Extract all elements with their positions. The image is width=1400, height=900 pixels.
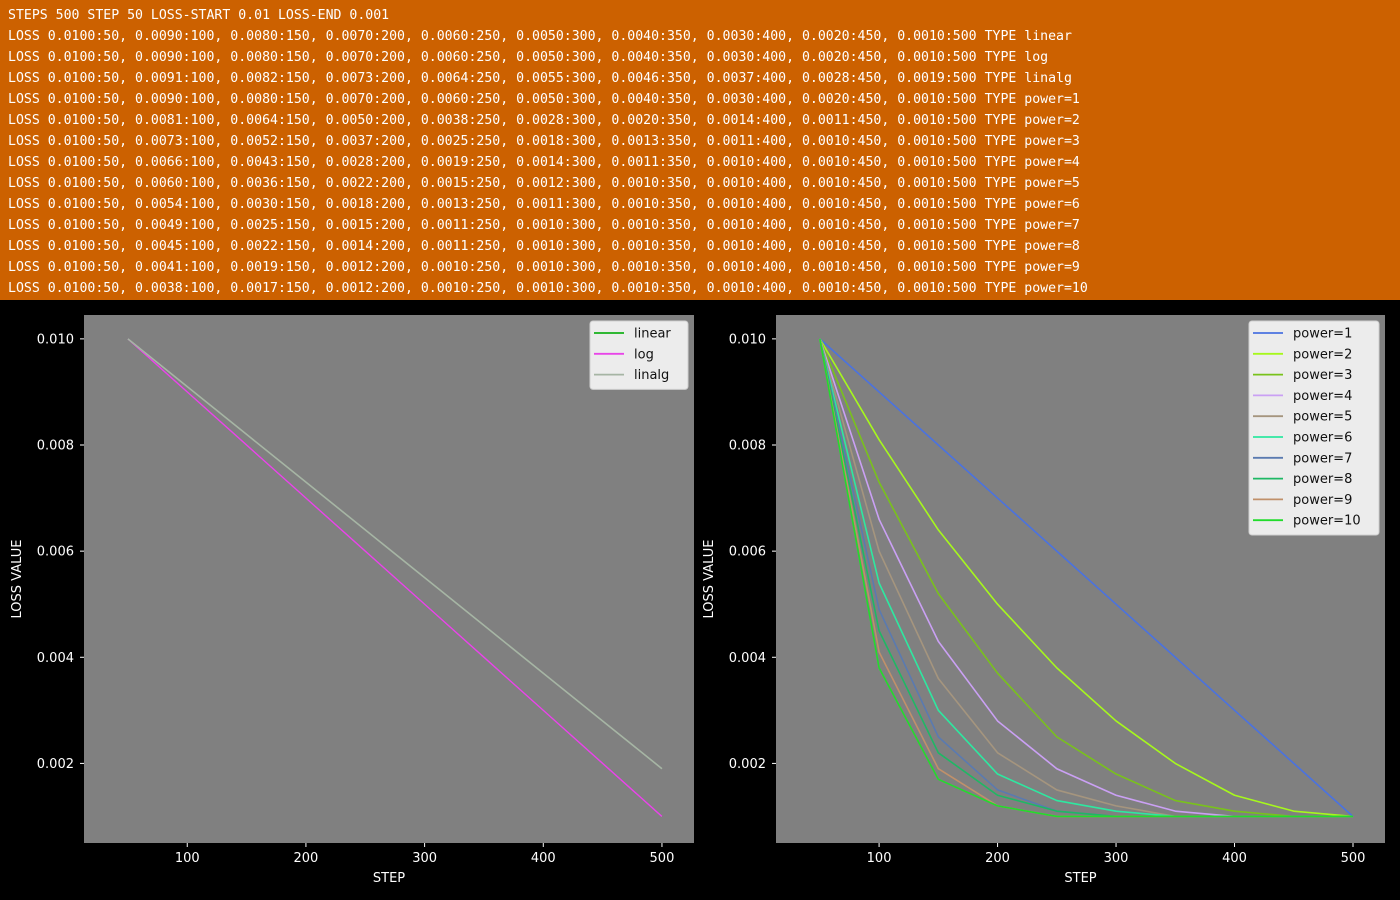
- header-line: LOSS 0.0100:50, 0.0054:100, 0.0030:150, …: [8, 197, 1080, 212]
- series-line-linalg: [127, 338, 663, 770]
- legend: power=1 power=2 power=3 power=4 power=5 power…: [1248, 320, 1380, 536]
- legend-entry: power=2: [1293, 347, 1352, 362]
- legend-box: [589, 320, 689, 390]
- log-header: STEPS 500 STEP 50 LOSS-START 0.01 LOSS-E…: [0, 0, 1400, 300]
- legend-entry: linalg: [634, 368, 669, 383]
- chart-1: 100 200 300 400 500 0.002 0.004 0.006 0.008 0.010…: [10, 315, 694, 886]
- y-tick-label: 0.004: [729, 651, 766, 666]
- y-axis-label: LOSS VALUE: [702, 540, 717, 619]
- y-tick-label: 0.008: [729, 439, 766, 454]
- legend-entry: power=3: [1293, 368, 1352, 383]
- y-tick-label: 0.010: [37, 332, 74, 347]
- legend-entry: power=8: [1293, 472, 1352, 487]
- header-line: STEPS 500 STEP 50 LOSS-START 0.01 LOSS-E…: [8, 8, 390, 23]
- header-line: LOSS 0.0100:50, 0.0066:100, 0.0043:150, …: [8, 155, 1080, 170]
- x-tick-label: 100: [175, 851, 200, 866]
- y-axis-label: LOSS VALUE: [10, 540, 25, 619]
- y-tick-label: 0.002: [37, 757, 74, 772]
- legend-entry: power=6: [1293, 431, 1352, 446]
- x-tick-label: 300: [412, 851, 437, 866]
- x-tick-label: 400: [531, 851, 556, 866]
- y-tick-label: 0.006: [729, 545, 766, 560]
- series-line-power=1: [819, 338, 1354, 818]
- y-tick-label: 0.008: [37, 439, 74, 454]
- legend: linear log linalg: [589, 320, 689, 390]
- charts-area: 100 200 300 400 500 0.002 0.004 0.006 0.008 0.010…: [10, 315, 1385, 886]
- header-line: LOSS 0.0100:50, 0.0090:100, 0.0080:150, …: [8, 50, 1049, 65]
- y-tick-label: 0.006: [37, 545, 74, 560]
- y-tick-label: 0.002: [729, 757, 766, 772]
- series-line-power=3: [819, 338, 1354, 818]
- legend-entry: power=9: [1293, 493, 1352, 508]
- legend-entry: linear: [634, 327, 671, 342]
- x-tick-label: 500: [1341, 851, 1366, 866]
- x-tick-label: 100: [867, 851, 892, 866]
- header-line: LOSS 0.0100:50, 0.0091:100, 0.0082:150, …: [8, 71, 1072, 86]
- legend-entry: power=10: [1293, 514, 1361, 529]
- legend-entry: power=1: [1293, 327, 1352, 342]
- x-tick-label: 500: [650, 851, 675, 866]
- x-axis-label: STEP: [1064, 871, 1096, 886]
- x-tick-label: 200: [294, 851, 319, 866]
- header-line: LOSS 0.0100:50, 0.0041:100, 0.0019:150, …: [8, 260, 1080, 275]
- x-tick-label: 400: [1222, 851, 1247, 866]
- header-line: LOSS 0.0100:50, 0.0038:100, 0.0017:150, …: [8, 281, 1088, 296]
- x-tick-label: 300: [1104, 851, 1129, 866]
- legend-entry: log: [634, 347, 654, 362]
- legend-entry: power=7: [1293, 451, 1352, 466]
- series-line-power=2: [819, 338, 1354, 818]
- y-tick-label: 0.010: [729, 332, 766, 347]
- series-line-log: [127, 338, 663, 818]
- x-tick-label: 200: [985, 851, 1010, 866]
- header-line: LOSS 0.0100:50, 0.0060:100, 0.0036:150, …: [8, 176, 1080, 191]
- legend-entry: power=4: [1293, 389, 1352, 404]
- header-line: LOSS 0.0100:50, 0.0073:100, 0.0052:150, …: [8, 134, 1080, 149]
- series-line-power=10: [819, 338, 1354, 818]
- x-axis-label: STEP: [373, 871, 405, 886]
- legend-entry: power=5: [1293, 410, 1352, 425]
- header-line: LOSS 0.0100:50, 0.0045:100, 0.0022:150, …: [8, 239, 1080, 254]
- header-line: LOSS 0.0100:50, 0.0049:100, 0.0025:150, …: [8, 218, 1080, 233]
- chart-2: 100 200 300 400 500 0.002 0.004 0.006 0.008 0.010…: [702, 315, 1385, 886]
- header-line: LOSS 0.0100:50, 0.0090:100, 0.0080:150, …: [8, 29, 1072, 44]
- header-line: LOSS 0.0100:50, 0.0081:100, 0.0064:150, …: [8, 113, 1080, 128]
- y-tick-label: 0.004: [37, 651, 74, 666]
- header-line: LOSS 0.0100:50, 0.0090:100, 0.0080:150, …: [8, 92, 1080, 107]
